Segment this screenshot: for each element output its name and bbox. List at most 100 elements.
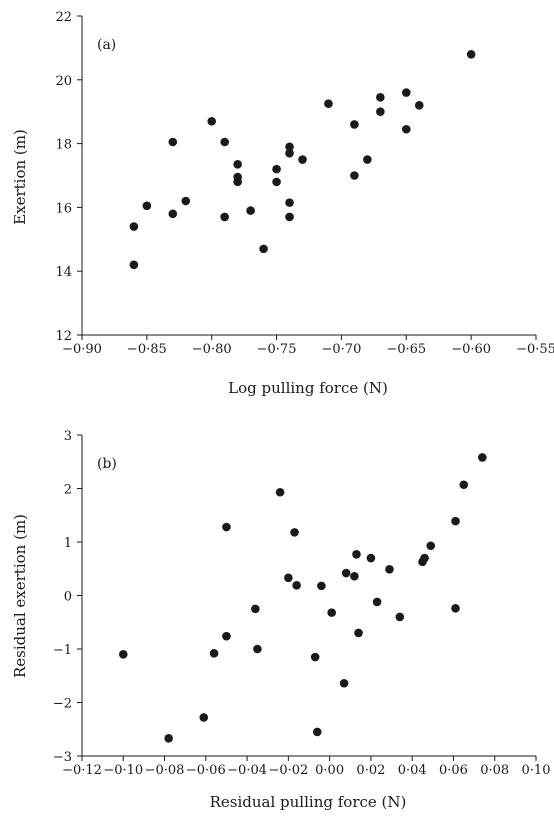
panel-a-data-point (246, 206, 255, 215)
panel-a-y-tick-label: 22 (55, 10, 72, 25)
panel-a-data-point (207, 116, 217, 126)
panel-b-data-point (199, 713, 209, 722)
panel-a-x-tick-label: −0·60 (451, 342, 491, 357)
panel-b-y-tick-label: −2 (53, 697, 72, 712)
panel-a-data-point (168, 137, 178, 147)
panel-a-data-point (401, 88, 411, 97)
panel-a-data-point (233, 177, 242, 187)
panel-b: (b) Residual pulling force (N) Residual … (11, 429, 550, 811)
panel-a-data-point (324, 99, 333, 109)
panel-b-x-tick-label: −0·12 (62, 763, 102, 778)
panel-a-data-point (350, 171, 359, 180)
panel-b-data-point (284, 573, 293, 583)
panel-b-x-tick-label: 0·00 (315, 763, 344, 778)
panel-a-x-tick-label: −0·70 (322, 342, 362, 357)
panel-a-x-axis-label: Log pulling force (N) (228, 379, 388, 397)
panel-b-data-point (451, 516, 460, 526)
panel-b-data-point (310, 652, 320, 662)
panel-b-data-point (426, 541, 436, 551)
panel-a-x-tick-label: −0·80 (192, 342, 232, 357)
panel-b-x-tick-label: 0·10 (522, 763, 551, 778)
panel-a-data-point (181, 196, 191, 206)
panel-a-data-point (220, 137, 229, 147)
panel-b-y-tick-label: 2 (64, 483, 72, 498)
panel-b-data-point (253, 644, 262, 654)
panel-b-data-point (339, 678, 349, 688)
panel-b-data-point (118, 650, 128, 659)
panel-b-y-axis-label: Residual exertion (m) (11, 514, 29, 678)
panel-a-y-axis-label: Exertion (m) (11, 129, 29, 225)
panel-a-data-point (272, 164, 281, 174)
panel-b-y-tick-label: 0 (64, 590, 72, 605)
panel-a-x-tick-label: −0·90 (62, 342, 102, 357)
panel-a-data-point (350, 120, 359, 129)
panel-a-data-point (363, 155, 372, 164)
panel-a-data-point (129, 222, 139, 231)
panel-a-data-point (414, 101, 424, 110)
panel-b-x-tick-label: −0·04 (227, 763, 267, 778)
panel-b-y-tick-label: 1 (64, 536, 72, 551)
panel-b-data-point (341, 568, 351, 578)
panel-a-y-tick-label: 20 (55, 74, 72, 89)
panel-b-data-point (251, 604, 260, 614)
panel-b-data-point (275, 487, 285, 497)
panel-a-y-tick-label: 18 (55, 138, 72, 153)
panel-a-x-tick-label: −0·55 (516, 342, 554, 357)
panel-b-x-tick-label: 0·06 (439, 763, 468, 778)
panel-b-data-point (350, 571, 359, 581)
panel-b-x-tick-label: −0·08 (145, 763, 185, 778)
panel-b-data-point (317, 581, 326, 591)
panel-b-data-point (451, 604, 460, 613)
panel-a-data-point (259, 244, 268, 254)
panel-a-data-point (285, 148, 294, 158)
panel-b-x-tick-label: 0·04 (398, 763, 427, 778)
panel-a-data-point (168, 209, 178, 219)
panel-b-y-tick-label: −1 (53, 643, 72, 658)
panel-b-data-point (327, 608, 337, 617)
panel-b-tag: (b) (97, 456, 117, 472)
panel-a-y-tick-label: 14 (55, 265, 72, 280)
panel-b-data-point (352, 550, 361, 559)
panel-b-data-point (478, 453, 487, 462)
panel-b-data-point (395, 612, 405, 622)
panel-a-data-point (129, 260, 139, 270)
panel-a: (a) Log pulling force (N) Exertion (m) −… (11, 10, 554, 397)
panel-b-x-tick-label: 0·08 (480, 763, 509, 778)
panel-b-data-point (459, 480, 469, 490)
panel-b-data-point (164, 734, 173, 743)
panel-b-x-tick-label: −0·06 (186, 763, 226, 778)
panel-a-data-point (142, 201, 152, 211)
panel-a-data-point (466, 49, 476, 59)
panel-a-data-point (376, 93, 385, 102)
panel-a-tag: (a) (97, 37, 116, 53)
panel-a-data-point (285, 198, 294, 207)
panel-b-data-point (354, 628, 363, 638)
panel-b-data-point (366, 553, 376, 563)
panel-a-y-tick-label: 16 (55, 201, 72, 216)
panel-a-y-tick-label: 12 (55, 329, 72, 344)
panel-a-data-point (298, 155, 307, 164)
panel-b-data-point (385, 564, 394, 574)
panel-b-data-point (292, 581, 301, 590)
panel-a-x-tick-label: −0·75 (257, 342, 297, 357)
panel-a-data-point (233, 160, 242, 169)
panel-b-data-point (312, 727, 322, 737)
panel-b-data-point (209, 648, 219, 658)
panel-b-data-point (372, 597, 382, 607)
panel-a-data-point (220, 212, 229, 222)
panel-a-data-point (285, 142, 294, 152)
panel-b-data-point (420, 553, 429, 563)
panel-b-data-point (222, 631, 231, 641)
panel-b-x-tick-label: 0·02 (356, 763, 385, 778)
panel-b-y-tick-label: 3 (64, 429, 72, 444)
panel-b-y-tick-label: −3 (53, 750, 72, 765)
panel-b-x-tick-label: −0·02 (268, 763, 308, 778)
panel-b-x-axis-label: Residual pulling force (N) (210, 793, 407, 811)
panel-b-data-point (290, 528, 299, 537)
panel-b-data-point (222, 522, 231, 532)
panel-a-data-point (401, 124, 411, 134)
panel-a-data-point (285, 212, 294, 222)
panel-a-x-tick-label: −0·85 (127, 342, 167, 357)
panel-a-data-point (376, 107, 385, 116)
